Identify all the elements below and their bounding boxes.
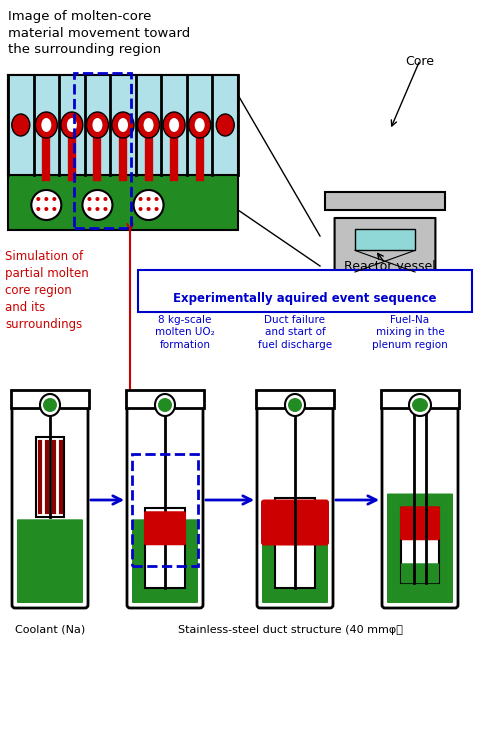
Ellipse shape xyxy=(335,272,435,308)
FancyBboxPatch shape xyxy=(138,270,472,312)
Ellipse shape xyxy=(133,190,164,220)
FancyBboxPatch shape xyxy=(382,405,458,608)
Ellipse shape xyxy=(44,207,48,211)
Ellipse shape xyxy=(216,114,234,136)
Bar xyxy=(36,438,64,517)
Text: Coolant (Na): Coolant (Na) xyxy=(15,625,85,635)
Bar xyxy=(355,229,415,250)
Ellipse shape xyxy=(418,551,422,555)
Ellipse shape xyxy=(43,398,57,412)
Ellipse shape xyxy=(93,118,102,132)
Ellipse shape xyxy=(36,197,40,201)
Ellipse shape xyxy=(86,112,108,138)
Ellipse shape xyxy=(40,394,60,416)
Ellipse shape xyxy=(412,398,428,412)
Ellipse shape xyxy=(189,112,211,138)
FancyBboxPatch shape xyxy=(335,218,435,290)
FancyBboxPatch shape xyxy=(257,405,333,608)
Bar xyxy=(126,390,204,408)
Bar xyxy=(74,73,131,228)
Ellipse shape xyxy=(96,207,99,211)
Ellipse shape xyxy=(44,197,48,201)
FancyBboxPatch shape xyxy=(401,563,439,583)
Ellipse shape xyxy=(146,207,151,211)
Ellipse shape xyxy=(288,398,302,412)
Ellipse shape xyxy=(139,197,143,201)
Ellipse shape xyxy=(61,112,83,138)
Ellipse shape xyxy=(418,543,422,547)
Bar xyxy=(11,390,89,408)
Ellipse shape xyxy=(195,118,204,132)
Ellipse shape xyxy=(118,118,128,132)
Ellipse shape xyxy=(430,543,434,547)
Ellipse shape xyxy=(146,197,151,201)
Bar xyxy=(325,192,445,210)
Ellipse shape xyxy=(36,207,40,211)
Bar xyxy=(256,390,334,408)
Text: Duct failure
and start of
fuel discharge: Duct failure and start of fuel discharge xyxy=(258,315,332,350)
Ellipse shape xyxy=(285,394,305,416)
Ellipse shape xyxy=(36,112,57,138)
Bar xyxy=(381,390,459,408)
Ellipse shape xyxy=(139,207,143,211)
FancyBboxPatch shape xyxy=(17,520,83,603)
Ellipse shape xyxy=(155,394,175,416)
Ellipse shape xyxy=(163,112,185,138)
FancyBboxPatch shape xyxy=(144,511,186,545)
Text: Core: Core xyxy=(405,55,434,68)
Text: Image of molten-core
material movement toward
the surrounding region: Image of molten-core material movement t… xyxy=(8,10,190,56)
FancyBboxPatch shape xyxy=(261,500,329,545)
Ellipse shape xyxy=(406,543,410,547)
Ellipse shape xyxy=(430,551,434,555)
Ellipse shape xyxy=(87,207,92,211)
Ellipse shape xyxy=(52,207,56,211)
Text: Reactor vessel: Reactor vessel xyxy=(344,260,436,273)
Ellipse shape xyxy=(104,207,108,211)
Ellipse shape xyxy=(96,197,99,201)
Ellipse shape xyxy=(158,398,172,412)
Text: Fuel-Na
mixing in the
plenum region: Fuel-Na mixing in the plenum region xyxy=(372,315,448,350)
Ellipse shape xyxy=(155,197,158,201)
Text: Experimentally aquired event sequence: Experimentally aquired event sequence xyxy=(173,292,437,305)
FancyBboxPatch shape xyxy=(387,494,453,603)
Ellipse shape xyxy=(169,118,179,132)
Bar xyxy=(132,455,198,566)
Text: Stainless-steel duct structure (40 mmφ）: Stainless-steel duct structure (40 mmφ） xyxy=(178,625,402,635)
Ellipse shape xyxy=(67,118,77,132)
Bar xyxy=(8,75,238,230)
FancyBboxPatch shape xyxy=(127,405,203,608)
Bar xyxy=(145,508,185,588)
Ellipse shape xyxy=(87,197,92,201)
Bar xyxy=(275,497,315,587)
Ellipse shape xyxy=(52,197,56,201)
Ellipse shape xyxy=(430,559,434,563)
FancyBboxPatch shape xyxy=(400,506,440,540)
FancyBboxPatch shape xyxy=(132,520,198,603)
Bar xyxy=(355,229,415,250)
Ellipse shape xyxy=(418,559,422,563)
Bar xyxy=(401,508,439,583)
Ellipse shape xyxy=(112,112,134,138)
Ellipse shape xyxy=(31,190,61,220)
Ellipse shape xyxy=(83,190,112,220)
Ellipse shape xyxy=(155,207,158,211)
Ellipse shape xyxy=(144,118,154,132)
Ellipse shape xyxy=(406,559,410,563)
Ellipse shape xyxy=(12,114,30,136)
FancyBboxPatch shape xyxy=(262,520,328,603)
Text: Simulation of
partial molten
core region
and its
surroundings: Simulation of partial molten core region… xyxy=(5,250,89,331)
Ellipse shape xyxy=(41,118,51,132)
Ellipse shape xyxy=(104,197,108,201)
Ellipse shape xyxy=(406,551,410,555)
FancyBboxPatch shape xyxy=(12,405,88,608)
Text: 8 kg-scale
molten UO₂
formation: 8 kg-scale molten UO₂ formation xyxy=(155,315,215,350)
Ellipse shape xyxy=(138,112,159,138)
Ellipse shape xyxy=(409,394,431,416)
Bar xyxy=(8,75,238,175)
